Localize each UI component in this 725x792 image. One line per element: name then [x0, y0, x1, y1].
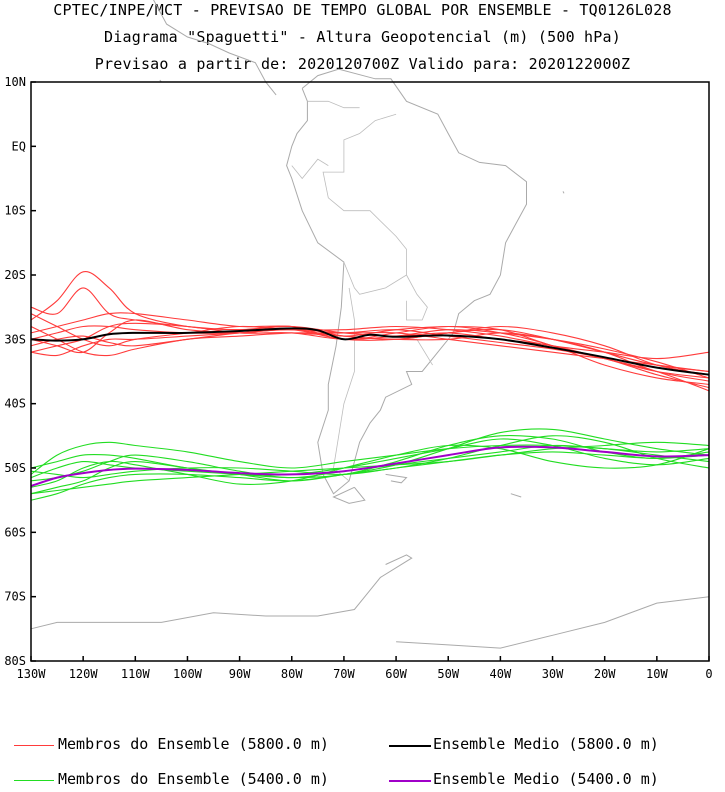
border-segment [406, 338, 433, 366]
coastline-segment [286, 68, 527, 495]
legend-label-red: Membros do Ensemble (5800.0 m) [58, 735, 329, 753]
tick-layer: 130W 120W 110W 100W 90W 80W 70W 60W 50W 40W 30W 20W… [4, 75, 712, 681]
title-line-2: Diagrama "Spaguetti" - Altura Geopotenci… [104, 28, 621, 46]
y-tick-label: 80S [4, 654, 26, 668]
x-tick-label: 80W [281, 667, 303, 681]
x-tick-label: 60W [385, 667, 407, 681]
series-layer [30, 271, 710, 501]
coastline-segment [332, 486, 366, 504]
coastline-segment [562, 191, 565, 194]
coastline-segment [30, 554, 413, 630]
x-tick-label: 120W [69, 667, 99, 681]
ensemble-member-line [30, 434, 710, 479]
x-tick-label: 110W [121, 667, 151, 681]
x-tick-label: 0 [705, 667, 712, 681]
map-frame [30, 81, 710, 662]
coastline-layer [30, 0, 710, 649]
coastline-segment [153, 0, 277, 96]
x-tick-label: 50W [437, 667, 459, 681]
border-segment [291, 158, 329, 180]
coastline-segment [396, 596, 710, 649]
legend-label-purple: Ensemble Medio (5400.0 m) [433, 770, 659, 788]
x-tick-label: 70W [333, 667, 355, 681]
ensemble-member-line [30, 325, 710, 376]
y-tick-label: 20S [4, 268, 26, 282]
coastline-segment [510, 493, 522, 498]
y-tick-label: 60S [4, 525, 26, 539]
title-line-3: Previsao a partir de: 2020120700Z Valido… [94, 55, 631, 73]
legend-label-black: Ensemble Medio (5800.0 m) [433, 735, 659, 753]
border-segment [333, 287, 355, 482]
y-tick-label: EQ [12, 139, 26, 153]
legend-swatch-green [14, 780, 54, 781]
ensemble-member-line [30, 441, 710, 495]
x-tick-label: 10W [646, 667, 668, 681]
x-tick-label: 20W [594, 667, 616, 681]
border-segment [307, 100, 360, 109]
ensemble-member-line [30, 444, 710, 488]
y-tick-label: 10N [4, 75, 26, 89]
y-tick-label: 40S [4, 397, 26, 411]
ensemble-member-line [30, 438, 710, 476]
legend-swatch-purple [389, 780, 431, 782]
ensemble-member-line [30, 329, 710, 373]
x-tick-label: 130W [17, 667, 47, 681]
legend-label-green: Membros do Ensemble (5400.0 m) [58, 770, 329, 788]
y-tick-label: 10S [4, 204, 26, 218]
x-tick-label: 90W [229, 667, 251, 681]
legend-swatch-black [389, 745, 431, 747]
y-tick-label: 30S [4, 332, 26, 346]
legend-swatch-red [14, 745, 54, 746]
y-tick-label: 50S [4, 461, 26, 475]
ensemble-mean-line [30, 445, 710, 487]
ensemble-member-line [30, 322, 710, 379]
x-tick-label: 30W [542, 667, 564, 681]
x-tick-label: 100W [173, 667, 203, 681]
coastline-segment [385, 473, 408, 484]
ensemble-member-line [30, 435, 710, 501]
border-segment [406, 274, 428, 321]
title-line-1: CPTEC/INPE/MCT - PREVISAO DE TEMPO GLOBA… [53, 1, 672, 19]
border-segment [322, 113, 407, 295]
y-tick-label: 70S [4, 590, 26, 604]
x-tick-label: 40W [490, 667, 512, 681]
ensemble-mean-line [30, 327, 710, 376]
